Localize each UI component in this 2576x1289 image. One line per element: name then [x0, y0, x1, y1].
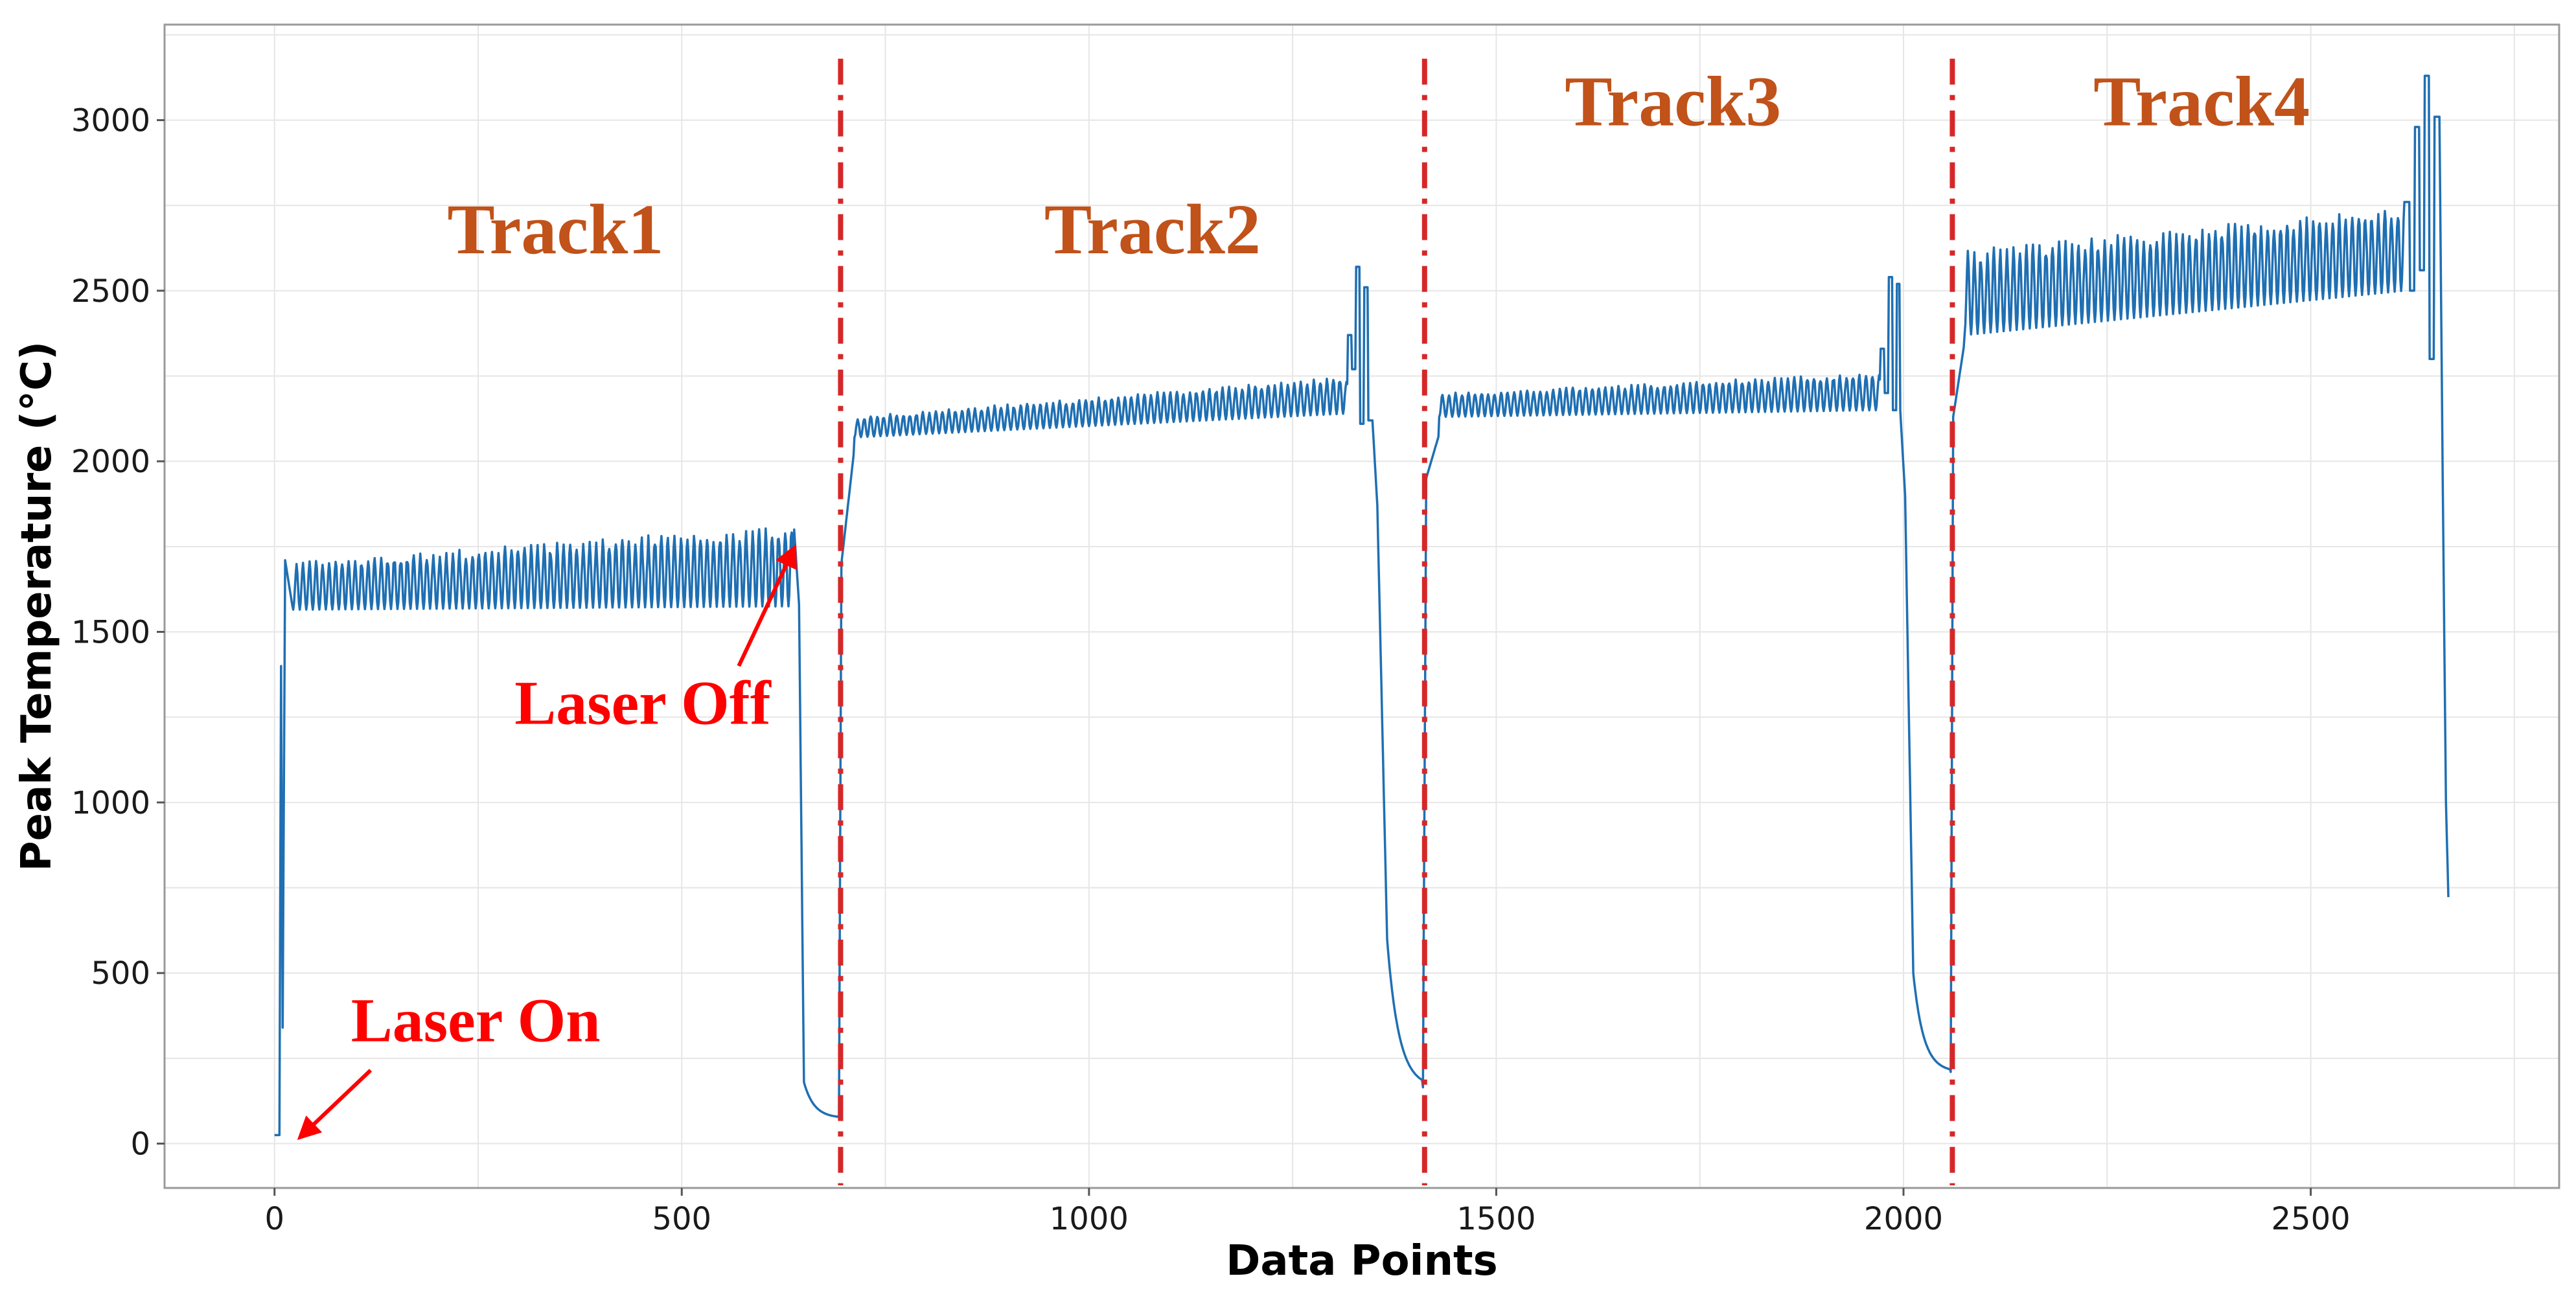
track-label-3: Track3 — [1565, 62, 1781, 141]
track-label-1: Track1 — [447, 190, 663, 269]
y-tick-label: 500 — [91, 955, 150, 992]
laser-on-arrow — [297, 1069, 373, 1140]
y-tick-label: 1500 — [71, 615, 150, 651]
track-label-4: Track4 — [2093, 62, 2310, 141]
plot-frame — [163, 23, 2560, 1189]
track-dividers — [838, 58, 1955, 1185]
grid-lines — [165, 25, 2559, 1188]
series-layer — [274, 74, 2450, 1137]
y-tick-label: 0 — [130, 1126, 150, 1163]
x-tick-label: 2000 — [1864, 1201, 1943, 1237]
x-axis-title: Data Points — [1226, 1237, 1497, 1285]
y-axis-title: Peak Temperature (°C) — [13, 341, 61, 871]
x-tick-label: 1500 — [1456, 1201, 1535, 1237]
y-tick-label: 3000 — [71, 102, 150, 139]
x-tick-label: 1000 — [1050, 1201, 1129, 1237]
x-tick-label: 500 — [652, 1201, 711, 1237]
y-tick-label: 2500 — [71, 273, 150, 310]
laser-off-arrow — [737, 543, 797, 667]
series-line-peak-temperature — [274, 74, 2450, 1137]
x-tick-label: 0 — [264, 1201, 284, 1237]
laser-off-label: Laser Off — [514, 668, 772, 738]
track-label-2: Track2 — [1044, 190, 1261, 269]
annotations: Track1 Track2 Track3 Track4 Laser On Laser Of… — [297, 62, 2310, 1140]
x-tick-label: 2500 — [2271, 1201, 2350, 1237]
axis-ticks: 0 500 1000 1500 2000 2500 0 500 1000 1500 2000 2500… — [71, 102, 2351, 1237]
y-tick-label: 2000 — [71, 444, 150, 480]
laser-on-label: Laser On — [351, 986, 601, 1055]
y-tick-label: 1000 — [71, 785, 150, 821]
